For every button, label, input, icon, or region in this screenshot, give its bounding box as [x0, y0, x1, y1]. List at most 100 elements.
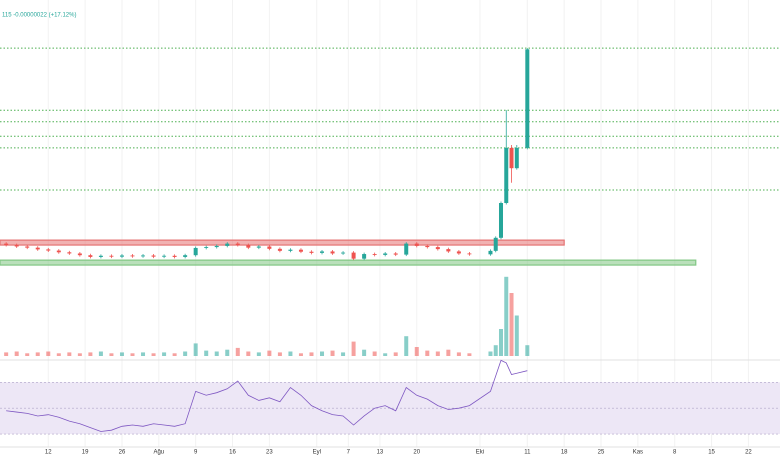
candle-body: [256, 246, 261, 248]
volume-bar: [183, 351, 188, 356]
volume-bar: [298, 353, 303, 356]
candle-body: [330, 251, 335, 254]
volume-bar: [435, 351, 440, 356]
candle-body: [493, 237, 498, 251]
candle-body: [341, 252, 346, 254]
x-tick-label: 18: [561, 450, 568, 456]
volume-bar: [509, 293, 514, 356]
volume-bar: [446, 349, 451, 356]
x-tick-label: 11: [524, 450, 531, 456]
candle-body: [383, 253, 388, 255]
candle-body: [435, 247, 440, 250]
volume-bar: [277, 352, 282, 356]
candle-body: [498, 203, 503, 238]
candle-body: [504, 147, 509, 203]
candle-body: [509, 147, 514, 169]
zone: [0, 239, 565, 246]
candle-body: [372, 254, 377, 255]
candle-body: [88, 255, 93, 257]
candle-body: [351, 252, 356, 259]
x-tick-label: 26: [119, 450, 126, 456]
volume-bar: [525, 345, 530, 356]
volume-bar: [77, 353, 82, 356]
x-tick-label: 12: [45, 450, 52, 456]
volume-bar: [383, 353, 388, 356]
candle-body: [288, 249, 293, 251]
rsi-line: [6, 359, 528, 432]
volume-bar: [151, 353, 156, 356]
x-tick-label: 22: [745, 450, 752, 456]
candle-body: [235, 243, 240, 246]
x-tick-label: 8: [673, 450, 677, 456]
volume-bar: [130, 353, 135, 356]
volume-bar: [425, 350, 430, 356]
x-tick-label: 13: [377, 450, 384, 456]
candle-body: [514, 147, 519, 169]
x-tick-label: 9: [194, 450, 198, 456]
volume-bar: [193, 343, 198, 356]
candle-body: [162, 255, 167, 257]
candle-body: [446, 249, 451, 252]
volume-bar: [320, 351, 325, 356]
x-tick-label: 15: [708, 450, 715, 456]
candle-body: [98, 255, 103, 257]
candle-body: [151, 255, 156, 257]
x-tick-label: 7: [347, 450, 351, 456]
volume-bar: [372, 351, 377, 356]
x-tick-label: Eyl: [313, 450, 321, 456]
x-tick-label: 16: [229, 450, 236, 456]
volume-bar: [267, 350, 272, 356]
x-tick-label: 23: [266, 450, 273, 456]
volume-bar: [467, 353, 472, 356]
candle-body: [267, 246, 272, 249]
volume-bar: [504, 276, 509, 356]
candle-body: [214, 245, 219, 248]
volume-bar: [172, 353, 177, 356]
candle-body: [193, 247, 198, 256]
volume-bar: [4, 352, 9, 356]
volume-bar: [14, 351, 19, 356]
volume-bar: [214, 351, 219, 356]
volume-bar: [25, 353, 30, 356]
volume-bar: [341, 352, 346, 356]
volume-bar: [46, 351, 51, 356]
grid: 12 19 26 Ağu 9 16 23 Eyl 7 13 20 Eki 11 18 25 Kas 8 15 22: [45, 0, 752, 456]
candle-body: [77, 253, 82, 256]
candle-body: [525, 49, 530, 148]
volume-bar: [351, 341, 356, 356]
volume-bar: [235, 347, 240, 356]
volume-bar: [246, 351, 251, 356]
candle-body: [35, 247, 40, 250]
legend-text: 115 -0.00000022 (+17.12%): [2, 13, 76, 19]
volume-bar: [393, 352, 398, 356]
zone: [0, 259, 697, 266]
candle-body: [404, 243, 409, 255]
candle-body: [225, 243, 230, 246]
x-tick-label: 19: [82, 450, 89, 456]
x-tick-label: 20: [413, 450, 420, 456]
x-tick-label: Kas: [633, 450, 643, 456]
volume-bar: [141, 352, 146, 356]
candle-body: [467, 253, 472, 255]
candle-body: [14, 245, 19, 247]
x-tick-label: Eki: [476, 450, 484, 456]
volume-bar: [309, 352, 314, 356]
volume-bar: [119, 352, 124, 356]
volume-bar: [225, 349, 230, 356]
candle-body: [488, 250, 493, 255]
candle-body: [109, 255, 114, 257]
candle-body: [183, 255, 188, 257]
candle-body: [172, 255, 177, 257]
volume-bar: [330, 350, 335, 356]
candle-body: [456, 251, 461, 254]
volume-bar: [35, 352, 40, 356]
volume-bar: [109, 353, 114, 356]
x-tick-label: 25: [598, 450, 605, 456]
x-tick-label: Ağu: [153, 450, 164, 456]
volume-bar: [162, 352, 167, 356]
volume-bar: [493, 345, 498, 356]
volume-bar: [256, 352, 261, 356]
volume-bar: [514, 315, 519, 356]
volume-bar: [488, 351, 493, 356]
